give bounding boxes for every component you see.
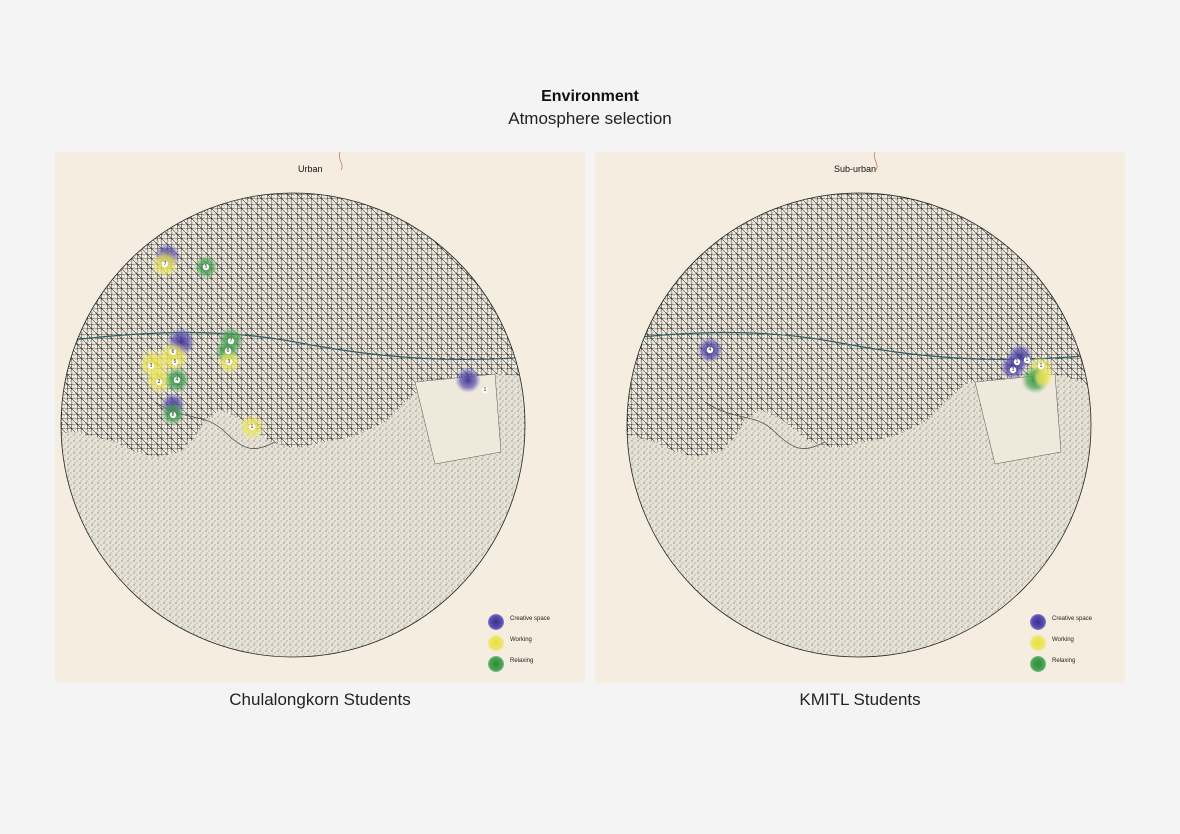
marker-labels-suburban: 4 1 1 3 1 bbox=[706, 346, 1045, 374]
svg-text:3: 3 bbox=[227, 359, 230, 365]
svg-text:7: 7 bbox=[229, 338, 232, 344]
legend-item-creative: Creative space bbox=[488, 614, 580, 635]
svg-text:6: 6 bbox=[226, 348, 229, 354]
svg-text:3: 3 bbox=[1011, 367, 1014, 373]
map-panel-urban: 7 5 6 5 3 2 4 7 6 3 8 1 1 Urban Creative… bbox=[55, 152, 585, 683]
legend-item-working: Working bbox=[488, 635, 580, 656]
relaxing-swatch bbox=[1030, 656, 1046, 672]
working-swatch bbox=[1030, 635, 1046, 651]
page-subtitle: Atmosphere selection bbox=[508, 109, 672, 128]
svg-text:5: 5 bbox=[204, 264, 207, 270]
svg-text:3: 3 bbox=[149, 363, 152, 369]
svg-text:1: 1 bbox=[250, 424, 253, 430]
legend-item-creative: Creative space bbox=[1030, 614, 1122, 635]
creative-space-swatch bbox=[488, 614, 504, 630]
legend-label: Creative space bbox=[510, 616, 551, 622]
legend-label: Relaxing bbox=[1052, 658, 1076, 664]
working-swatch bbox=[488, 635, 504, 651]
svg-text:4: 4 bbox=[708, 347, 711, 353]
legend-label: Working bbox=[1052, 637, 1074, 643]
legend: Creative space Working Relaxing bbox=[488, 614, 580, 677]
svg-text:1: 1 bbox=[1025, 357, 1028, 363]
legend-label: Working bbox=[510, 637, 532, 643]
page-title: Environment bbox=[541, 88, 639, 105]
svg-text:5: 5 bbox=[173, 359, 176, 365]
legend-item-working: Working bbox=[1030, 635, 1122, 656]
caption-kmitl: KMITL Students bbox=[799, 690, 921, 709]
legend-label: Relaxing bbox=[510, 658, 534, 664]
area-label: Urban bbox=[298, 164, 323, 174]
legend-item-relaxing: Relaxing bbox=[488, 656, 580, 677]
svg-text:8: 8 bbox=[171, 412, 174, 418]
svg-text:1: 1 bbox=[1039, 363, 1042, 369]
svg-text:1: 1 bbox=[1015, 359, 1018, 365]
map-panel-suburban: 4 1 1 3 1 Sub-urban Creative space Worki… bbox=[595, 152, 1125, 683]
svg-text:6: 6 bbox=[171, 349, 174, 355]
map-suburban: 4 1 1 3 1 bbox=[626, 152, 1092, 658]
caption-chulalongkorn: Chulalongkorn Students bbox=[229, 690, 411, 709]
svg-text:7: 7 bbox=[163, 261, 166, 267]
legend-item-relaxing: Relaxing bbox=[1030, 656, 1122, 677]
svg-text:1: 1 bbox=[483, 387, 486, 393]
svg-text:4: 4 bbox=[175, 377, 178, 383]
marker-labels-urban: 7 5 6 5 3 2 4 7 6 3 8 1 1 bbox=[147, 260, 489, 431]
svg-text:2: 2 bbox=[157, 379, 160, 385]
map-urban: 7 5 6 5 3 2 4 7 6 3 8 1 1 bbox=[60, 152, 526, 658]
legend-label: Creative space bbox=[1052, 616, 1093, 622]
area-label: Sub-urban bbox=[834, 164, 877, 174]
relaxing-swatch bbox=[488, 656, 504, 672]
creative-space-swatch bbox=[1030, 614, 1046, 630]
legend: Creative space Working Relaxing bbox=[1030, 614, 1122, 677]
